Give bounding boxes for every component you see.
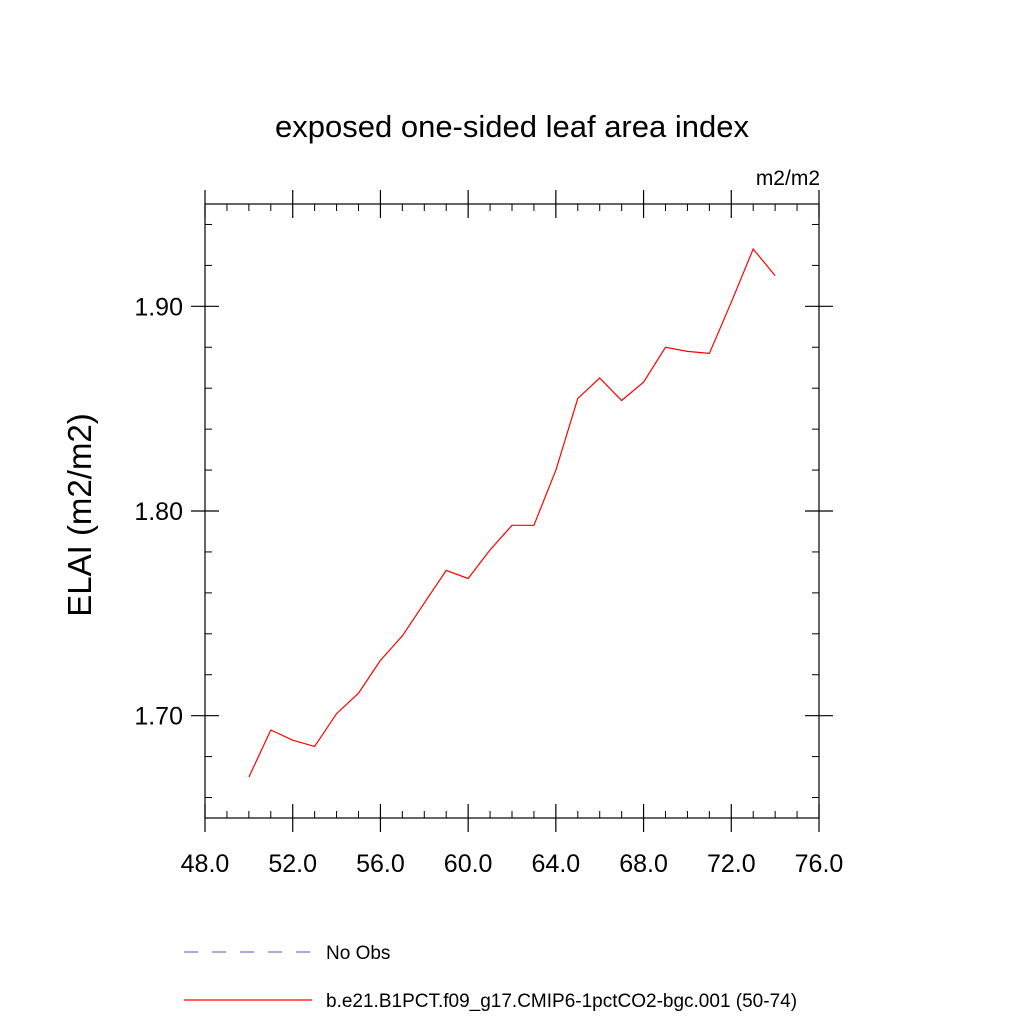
x-tick-label: 56.0 (356, 850, 405, 878)
data-point (511, 524, 514, 527)
y-axis-label: ELAI (m2/m2) (61, 413, 98, 617)
legend: No Obs b.e21.B1PCT.f09_g17.CMIP6-1pctCO2-… (184, 943, 797, 1012)
y-tick-label: 1.70 (134, 703, 183, 731)
data-point (774, 274, 777, 277)
data-point (598, 376, 601, 379)
data-point (752, 248, 755, 251)
data-point (642, 381, 645, 384)
chart-title: exposed one-sided leaf area index (275, 109, 749, 144)
data-point (686, 350, 689, 353)
data-point (291, 739, 294, 742)
data-point (335, 712, 338, 715)
plot-frame (204, 203, 820, 819)
data-point (357, 692, 360, 695)
data-point (445, 569, 448, 572)
y-tick-label: 1.80 (134, 498, 183, 526)
legend-label: b.e21.B1PCT.f09_g17.CMIP6-1pctCO2-bgc.00… (326, 991, 797, 1012)
x-tick-label: 72.0 (707, 850, 756, 878)
series-line (248, 247, 776, 778)
x-tick-label: 76.0 (795, 850, 844, 878)
data-point (247, 776, 250, 779)
data-point (379, 659, 382, 662)
data-point (576, 397, 579, 400)
x-tick-label: 52.0 (268, 850, 317, 878)
data-point (554, 469, 557, 472)
x-tick-label: 64.0 (532, 850, 581, 878)
axis-tick-labels: 48.0 52.0 56.0 60.0 64.0 68.0 72.0 76.0 1.70 1.80… (134, 293, 843, 878)
data-point (401, 634, 404, 637)
data-point (620, 399, 623, 402)
data-point (467, 577, 470, 580)
x-tick-label: 68.0 (619, 850, 668, 878)
data-point (532, 524, 535, 527)
x-tick-label: 48.0 (181, 850, 230, 878)
legend-label: No Obs (326, 943, 390, 964)
series-layer (247, 247, 777, 779)
axis-ticks (191, 190, 833, 832)
y-tick-label: 1.90 (134, 293, 183, 321)
x-tick-label: 60.0 (444, 850, 493, 878)
units-label: m2/m2 (756, 167, 820, 190)
data-point (708, 352, 711, 355)
data-point (489, 548, 492, 551)
data-point (730, 301, 733, 304)
data-point (313, 745, 316, 748)
data-point (423, 602, 426, 605)
data-point (664, 346, 667, 349)
data-point (269, 728, 272, 731)
